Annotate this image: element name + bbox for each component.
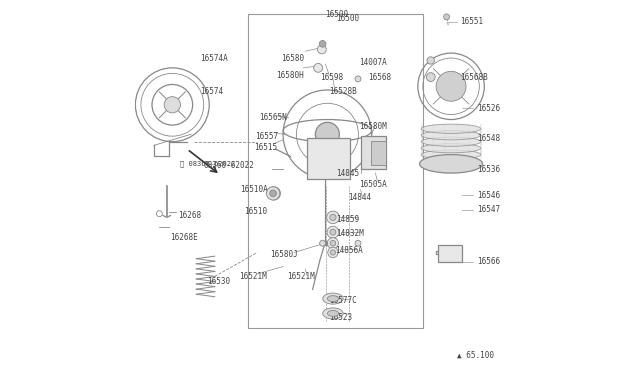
Text: 16268: 16268 (178, 211, 201, 220)
Text: 16598: 16598 (320, 73, 343, 81)
Ellipse shape (323, 308, 343, 319)
Ellipse shape (328, 310, 339, 316)
Text: 16515: 16515 (254, 143, 277, 152)
Circle shape (328, 238, 339, 249)
Circle shape (316, 122, 339, 146)
Text: 14856A: 14856A (335, 246, 362, 255)
Text: 16505A: 16505A (359, 180, 387, 189)
Text: 16577C: 16577C (329, 296, 357, 305)
Text: 16536: 16536 (477, 165, 500, 174)
Text: 14844: 14844 (348, 193, 371, 202)
Circle shape (319, 240, 326, 246)
Text: 16566: 16566 (477, 257, 500, 266)
Bar (438, 245, 462, 262)
Circle shape (355, 240, 361, 246)
Text: 16500: 16500 (337, 13, 360, 22)
Text: 16521M: 16521M (239, 272, 266, 281)
Text: 14845: 14845 (337, 169, 360, 177)
Text: 14859: 14859 (337, 215, 360, 224)
Text: 16526: 16526 (477, 104, 500, 113)
Text: 16574: 16574 (200, 87, 223, 96)
Circle shape (436, 71, 466, 101)
Ellipse shape (421, 144, 481, 153)
Ellipse shape (421, 150, 481, 159)
Circle shape (330, 229, 336, 235)
Text: 08360-62022: 08360-62022 (204, 161, 255, 170)
Circle shape (164, 97, 180, 113)
Text: 14007A: 14007A (359, 58, 387, 67)
Circle shape (326, 211, 339, 224)
Bar (307, 138, 349, 179)
Ellipse shape (421, 131, 481, 140)
Text: 14832M: 14832M (337, 230, 364, 238)
Circle shape (327, 226, 339, 238)
Text: 16547: 16547 (477, 205, 500, 215)
Text: 16510: 16510 (244, 207, 268, 217)
Circle shape (330, 214, 336, 221)
Text: 16268E: 16268E (170, 233, 198, 242)
Text: 16530: 16530 (207, 278, 230, 286)
Text: 16580M: 16580M (359, 122, 387, 131)
Circle shape (330, 250, 335, 255)
Text: 16548: 16548 (477, 134, 500, 142)
Text: 16528B: 16528B (329, 87, 357, 96)
Bar (360, 136, 387, 169)
Circle shape (444, 14, 449, 20)
Text: 16565N: 16565N (259, 113, 287, 122)
Text: 16521M: 16521M (287, 272, 314, 281)
Text: 16580: 16580 (281, 54, 305, 63)
Text: 16580H: 16580H (276, 71, 303, 80)
Circle shape (427, 57, 435, 64)
Text: Ⓢ 08360-62022: Ⓢ 08360-62022 (180, 161, 235, 167)
Circle shape (319, 41, 326, 47)
Text: 16580J: 16580J (270, 250, 298, 259)
Circle shape (328, 247, 338, 258)
Circle shape (330, 240, 336, 246)
Text: 16574A: 16574A (200, 54, 228, 63)
Text: ▲ 65.100: ▲ 65.100 (456, 350, 493, 359)
Circle shape (268, 187, 280, 200)
Circle shape (314, 63, 323, 72)
Ellipse shape (421, 137, 481, 146)
Ellipse shape (323, 293, 343, 304)
Text: 16551: 16551 (460, 17, 483, 26)
Text: 16568: 16568 (368, 73, 391, 81)
Bar (371, 141, 386, 164)
Text: 16523: 16523 (329, 312, 353, 321)
Circle shape (270, 190, 276, 197)
Text: 16510A: 16510A (241, 185, 268, 194)
Ellipse shape (328, 296, 339, 302)
Circle shape (317, 45, 326, 54)
Ellipse shape (419, 155, 483, 173)
Text: 16500: 16500 (325, 10, 348, 19)
Text: 16557: 16557 (255, 132, 278, 141)
Circle shape (355, 76, 361, 82)
Circle shape (266, 187, 280, 200)
Ellipse shape (421, 124, 481, 134)
Text: 16568B: 16568B (460, 73, 488, 81)
Text: 16546: 16546 (477, 191, 500, 200)
Bar (248, 14, 424, 328)
Circle shape (426, 73, 435, 81)
